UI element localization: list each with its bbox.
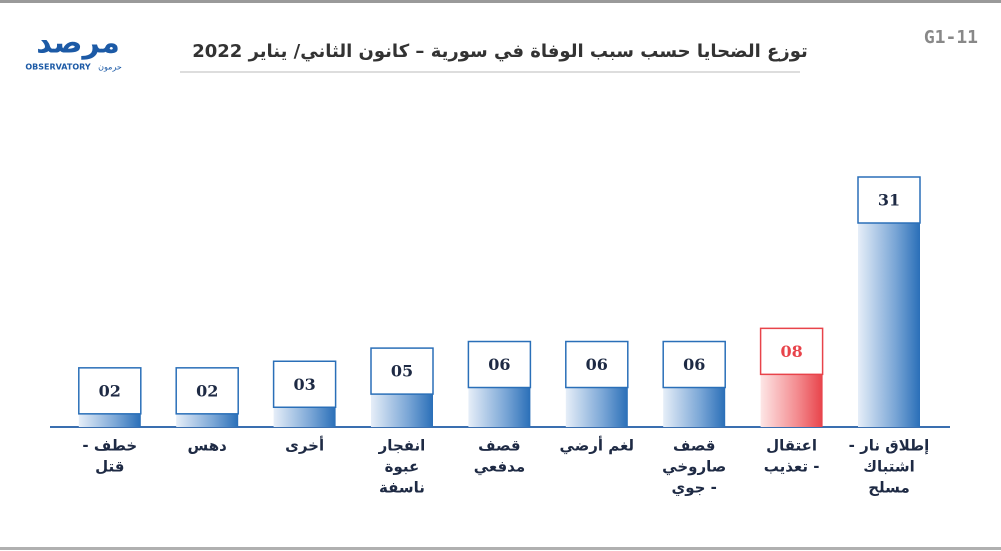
category-label: قصف (673, 437, 715, 455)
value-label: 08 (780, 342, 802, 361)
logo-tag: حرمون (98, 63, 122, 72)
bar (468, 387, 531, 427)
value-box (565, 340, 629, 389)
bar (176, 413, 239, 427)
category-label: أخرى (285, 436, 324, 455)
bottom-rule (0, 547, 1001, 550)
value-label: 03 (293, 375, 315, 394)
category-label: قتل (95, 458, 124, 476)
bar (78, 413, 141, 427)
category-label: مسلح (868, 479, 909, 497)
category-label: عبوة (385, 458, 420, 476)
category-label: قصف (478, 437, 520, 455)
value-box (78, 367, 142, 415)
bar (663, 387, 726, 427)
value-box (759, 327, 824, 376)
category-label: انفجار (378, 437, 426, 455)
category-label: دهس (188, 437, 228, 455)
value-label: 05 (391, 362, 413, 381)
category-label: خطف - (82, 437, 137, 455)
bar (565, 387, 628, 427)
chart-title: توزع الضحايا حسب سبب الوفاة في سورية – ك… (192, 41, 808, 62)
value-box (272, 360, 337, 409)
value-box (662, 340, 726, 389)
category-label: إطلاق نار - (849, 437, 930, 455)
bar (858, 223, 920, 427)
logo-sub: OBSERVATORY (25, 63, 90, 72)
value-label: 06 (488, 355, 510, 374)
bar (760, 374, 823, 427)
category-label: - تعذيب (764, 458, 820, 476)
value-label: 02 (196, 381, 218, 400)
category-label: صاروخي (662, 458, 726, 476)
category-label: مدفعي (474, 458, 525, 476)
value-label: 02 (99, 381, 121, 400)
value-box (467, 340, 532, 389)
logo-name: مرصد (36, 26, 120, 61)
bar (371, 394, 433, 427)
value-box (370, 347, 434, 395)
value-box (175, 367, 239, 415)
top-rule (0, 0, 1001, 3)
category-label: لغم أرضي (560, 436, 635, 455)
bar (273, 407, 336, 427)
category-label: ناسفة (379, 479, 425, 497)
category-label: - جوي (671, 479, 716, 498)
value-label: 31 (878, 191, 900, 210)
value-box (857, 176, 921, 224)
value-label: 06 (683, 355, 705, 374)
category-label: اشتباك (863, 458, 915, 476)
value-label: 06 (586, 355, 608, 374)
category-label: اعتقال (766, 437, 817, 455)
chart-code: G1-11 (924, 27, 978, 48)
